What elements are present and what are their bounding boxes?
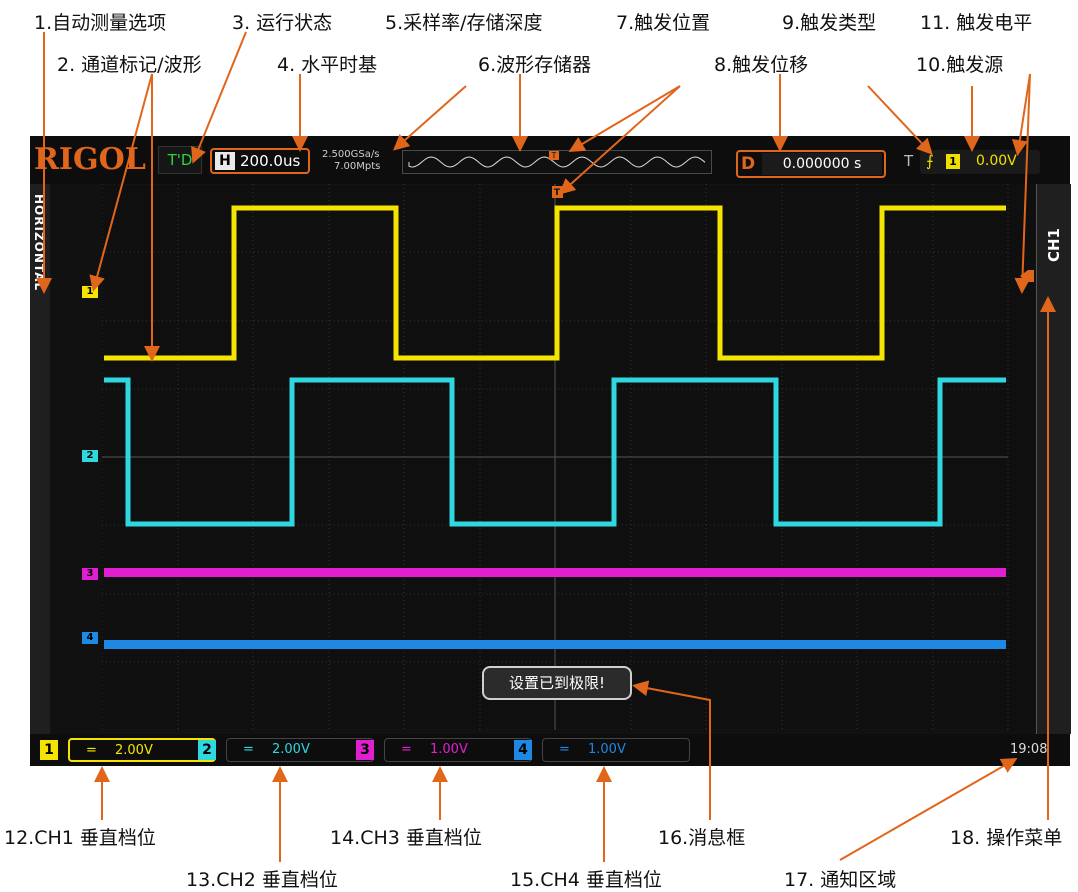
timebase-h-label: H [215,152,235,170]
annotation-wave-memory: 6.波形存储器 [478,54,592,76]
delay-value: 0.000000 s [762,153,882,175]
ch2-waveform [104,377,1006,527]
annotation-trig-position: 7.触发位置 [616,12,711,34]
ch3-number: 3 [356,740,374,760]
waveform-memory: T [402,150,712,174]
trigger-label: T [904,152,914,170]
annotation-sample-rate: 5.采样率/存储深度 [385,12,543,34]
annotation-notify-area: 17. 通知区域 [784,869,897,891]
annotation-channel-label: 2. 通道标记/波形 [57,54,202,76]
ch2-marker[interactable]: 2 [82,450,98,462]
ch1-waveform [104,205,1006,361]
rigol-logo: RIGOL [34,142,146,177]
dc-coupling-icon: = [86,743,97,758]
rising-edge-icon: ⨍ [926,152,934,170]
ch1-scale-box: = 2.00V [68,738,216,762]
ch2-number: 2 [198,740,216,760]
annotation-trig-level: 11. 触发电平 [920,12,1033,34]
sample-rate-depth: 2.500GSa/s 7.00Mpts [322,149,380,173]
ch3-scale-value: 1.00V [430,742,468,757]
dc-coupling-icon: = [559,742,570,757]
trigger-delay[interactable]: D 0.000000 s [736,150,886,178]
left-menu-label: HORIZONTAL [32,194,46,292]
ch3-scale-box: = 1.00V [384,738,532,762]
annotation-h-timebase: 4. 水平时基 [277,54,378,76]
trigger-settings[interactable]: ⨍ 1 0.00V [920,150,1040,174]
annotation-trig-offset: 8.触发位移 [714,54,809,76]
annotation-ch1-scale: 12.CH1 垂直档位 [4,827,156,849]
annotation-ch4-scale: 15.CH4 垂直档位 [510,869,662,891]
delay-label: D [741,154,756,174]
horizontal-timebase[interactable]: H 200.0us [210,148,310,174]
sample-rate: 2.500GSa/s [322,149,380,160]
trigger-position-marker [552,186,563,198]
annotation-message-box: 16.消息框 [658,827,746,849]
annotation-trig-source: 10.触发源 [916,54,1004,76]
notification-clock: 19:08 [1010,742,1048,757]
ch4-waveform [104,640,1006,649]
trigger-level: 0.00V [976,153,1017,169]
ch2-scale-box: = 2.00V [226,738,374,762]
annotation-trig-type: 9.触发类型 [782,12,877,34]
waveform-grid: T [102,184,1034,730]
ch1-scale-value: 2.00V [115,743,153,758]
memory-depth: 7.00Mpts [334,161,381,172]
ch2-scale-value: 2.00V [272,742,310,757]
annotation-auto-measure: 1.自动测量选项 [34,12,167,34]
trigger-source: 1 [946,154,960,169]
message-box: 设置已到极限! [482,666,632,700]
ch1-marker[interactable]: 1 [82,286,98,298]
ch4-scale-box: = 1.00V [542,738,690,762]
ch4-number: 4 [514,740,532,760]
timebase-value: 200.0us [240,152,301,170]
status-bar: RIGOL T'D H 200.0us 2.500GSa/s 7.00Mpts … [30,136,1070,184]
annotation-ch2-scale: 13.CH2 垂直档位 [186,869,338,891]
svg-text:T: T [554,188,561,198]
memory-wave-icon: T [408,150,706,168]
left-menu-tab[interactable]: HORIZONTAL [30,184,50,734]
ch3-marker[interactable]: 3 [82,568,98,580]
dc-coupling-icon: = [401,742,412,757]
ch1-number: 1 [40,740,58,760]
ch4-scale-value: 1.00V [588,742,626,757]
annotation-op-menu: 18. 操作菜单 [950,827,1063,849]
ch3-waveform [104,568,1006,577]
operation-menu[interactable]: CH1 [1036,184,1071,734]
dc-coupling-icon: = [243,742,254,757]
ch4-marker[interactable]: 4 [82,632,98,644]
annotation-ch3-scale: 14.CH3 垂直档位 [330,827,482,849]
operation-menu-label: CH1 [1045,228,1063,262]
svg-text:T: T [551,151,557,160]
run-status: T'D [158,146,202,174]
annotation-run-status: 3. 运行状态 [232,12,333,34]
channel-bar: 1 = 2.00V 2 = 2.00V 3 = 1.00V 4 = 1.00V [30,734,1070,766]
